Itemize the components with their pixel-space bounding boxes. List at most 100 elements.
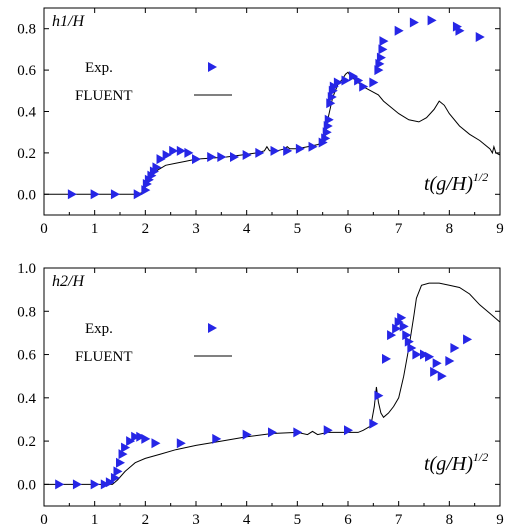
exp-data-point bbox=[176, 438, 186, 449]
exp-data-point bbox=[432, 358, 442, 369]
x-tick-label: 4 bbox=[243, 221, 251, 237]
exp-data-point bbox=[90, 479, 100, 490]
exp-data-point bbox=[136, 431, 146, 442]
exp-data-point bbox=[376, 52, 386, 63]
exp-data-point bbox=[425, 351, 435, 362]
exp-data-point bbox=[404, 336, 414, 347]
x-tick-label: 6 bbox=[344, 512, 352, 528]
exp-data-point bbox=[283, 145, 293, 156]
exp-data-point bbox=[113, 466, 123, 477]
y-tick-label: 0.8 bbox=[17, 22, 36, 38]
exp-data-point bbox=[141, 433, 151, 444]
exp-data-point bbox=[100, 479, 110, 490]
exp-data-point bbox=[55, 479, 65, 490]
x-axis-title-superscript: 1/2 bbox=[473, 170, 488, 184]
exp-data-point bbox=[118, 449, 128, 460]
chart-panel-top: 0 1 2 3 4 5 6 7 8 9 0.0 0.2 0.4 0.6 0.8 h1/H t(g/H)1/2 Ex… bbox=[17, 7, 504, 237]
y-tick-label: 0.8 bbox=[17, 304, 36, 320]
x-tick-label: 8 bbox=[446, 221, 454, 237]
legend-label-fluent: FLUENT bbox=[75, 88, 133, 104]
exp-data-point bbox=[184, 147, 194, 158]
exp-data-point bbox=[169, 145, 179, 156]
exp-data-point bbox=[176, 145, 186, 156]
exp-data-point bbox=[452, 21, 462, 32]
x-tick-label: 0 bbox=[40, 221, 48, 237]
x-tick-label: 7 bbox=[395, 221, 403, 237]
x-tick-label: 1 bbox=[91, 221, 99, 237]
x-tick-label: 5 bbox=[294, 512, 302, 528]
x-axis-title: t(g/H)1/2 bbox=[424, 170, 488, 195]
exp-data-point bbox=[67, 189, 77, 200]
exp-data-point bbox=[230, 152, 239, 163]
exp-data-point bbox=[354, 75, 364, 86]
exp-data-point bbox=[392, 323, 402, 334]
exp-data-point bbox=[344, 425, 353, 436]
exp-data-point bbox=[149, 166, 159, 177]
exp-data-point bbox=[427, 15, 437, 26]
exp-data-point bbox=[359, 81, 369, 92]
exp-data-point bbox=[445, 356, 455, 367]
y-tick-label: 0.0 bbox=[17, 187, 36, 203]
exp-data-point bbox=[323, 425, 333, 436]
x-tick-label: 9 bbox=[496, 512, 504, 528]
y-axis-title: h2/H bbox=[52, 273, 85, 290]
exp-data-point bbox=[308, 141, 318, 152]
exp-data-point bbox=[333, 77, 343, 88]
exp-data-point bbox=[268, 427, 277, 438]
exp-data-point bbox=[126, 436, 136, 447]
exp-data-point bbox=[144, 174, 154, 185]
exp-data-point bbox=[242, 149, 252, 160]
exp-data-point bbox=[116, 457, 125, 468]
x-tick-label: 6 bbox=[344, 221, 352, 237]
exp-data-point bbox=[369, 77, 379, 88]
exp-data-point bbox=[450, 343, 460, 354]
y-tick-label: 0.4 bbox=[17, 105, 36, 121]
x-axis-title-main: t(g/H) bbox=[424, 173, 473, 195]
exp-data-point bbox=[110, 189, 120, 200]
exp-data-point bbox=[270, 145, 280, 156]
x-tick-label: 7 bbox=[395, 512, 403, 528]
legend-label-fluent: FLUENT bbox=[75, 349, 133, 365]
y-tick-label: 0.0 bbox=[17, 477, 36, 493]
exp-data-point bbox=[293, 427, 303, 438]
exp-data-point bbox=[72, 479, 82, 490]
exp-data-point bbox=[430, 366, 440, 377]
exp-data-point bbox=[379, 36, 389, 47]
exp-data-point bbox=[105, 477, 115, 488]
exp-data-point bbox=[131, 431, 141, 442]
exp-data-point bbox=[382, 353, 391, 364]
x-tick-label: 0 bbox=[40, 512, 48, 528]
exp-data-point bbox=[412, 349, 422, 360]
exp-data-point bbox=[397, 312, 407, 323]
exp-data-point bbox=[407, 343, 417, 354]
x-tick-label: 8 bbox=[446, 512, 454, 528]
exp-data-point bbox=[420, 349, 429, 360]
exp-data-point bbox=[378, 44, 388, 55]
y-tick-label: 0.6 bbox=[17, 63, 36, 79]
x-tick-label: 5 bbox=[294, 221, 302, 237]
exp-data-point bbox=[162, 149, 172, 160]
exp-data-point bbox=[349, 71, 359, 82]
exp-data-point bbox=[369, 418, 379, 429]
exp-data-point bbox=[242, 429, 252, 440]
chart-panel-bottom: 0 1 2 3 4 5 6 7 8 9 0.0 0.2 0.4 0.6 0.8 1.0 h2/H t(g/H)1/… bbox=[17, 261, 504, 528]
x-axis-title-superscript: 1/2 bbox=[473, 450, 488, 464]
exp-data-point bbox=[437, 371, 447, 382]
exp-data-point bbox=[402, 330, 412, 341]
exp-data-point bbox=[90, 189, 100, 200]
exp-data-point bbox=[318, 137, 328, 148]
exp-data-point bbox=[399, 321, 409, 332]
x-tick-label: 1 bbox=[91, 512, 99, 528]
legend-label-exp: Exp. bbox=[85, 321, 113, 337]
exp-data-point bbox=[255, 147, 265, 158]
exp-data-point bbox=[341, 75, 351, 86]
y-tick-label: 1.0 bbox=[17, 261, 36, 277]
exp-data-point bbox=[374, 390, 384, 401]
y-tick-label: 0.4 bbox=[17, 391, 36, 407]
exp-data-point bbox=[475, 31, 485, 42]
exp-data-point bbox=[217, 152, 227, 163]
exp-data-point bbox=[295, 143, 305, 154]
y-tick-label: 0.6 bbox=[17, 348, 36, 364]
exp-data-point bbox=[156, 154, 166, 165]
